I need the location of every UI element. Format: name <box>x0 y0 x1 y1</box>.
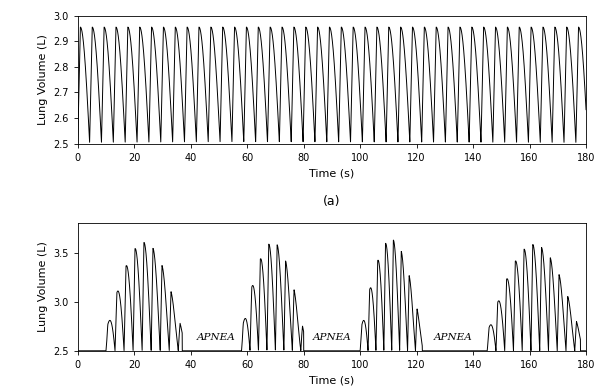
Y-axis label: Lung Volume (L): Lung Volume (L) <box>38 34 48 125</box>
Text: APNEA: APNEA <box>197 333 236 342</box>
Text: APNEA: APNEA <box>313 333 351 342</box>
Text: APNEA: APNEA <box>434 333 472 342</box>
Text: (a): (a) <box>323 195 341 208</box>
X-axis label: Time (s): Time (s) <box>309 168 355 178</box>
X-axis label: Time (s): Time (s) <box>309 376 355 386</box>
Y-axis label: Lung Volume (L): Lung Volume (L) <box>38 241 48 332</box>
